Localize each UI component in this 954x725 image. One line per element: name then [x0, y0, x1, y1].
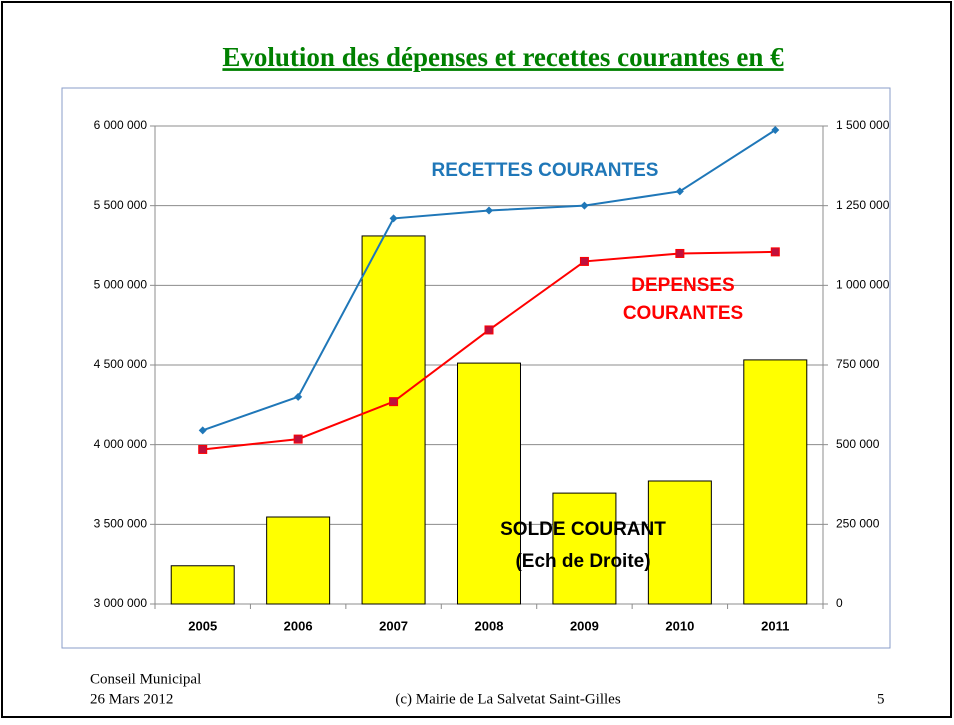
- bar: [170, 565, 235, 605]
- x-tick-label: 2011: [761, 618, 789, 633]
- series-label: RECETTES COURANTES: [431, 160, 659, 181]
- y-tick-label: 3 000 000: [94, 596, 148, 610]
- y-tick-label: 4 000 000: [94, 437, 148, 451]
- marker: [485, 206, 493, 215]
- x-tick-label: 2009: [570, 618, 599, 633]
- y2-tick-label: 250 000: [836, 517, 880, 531]
- y-tick-label: 4 500 000: [94, 357, 148, 371]
- marker: [389, 214, 398, 223]
- bar: [361, 235, 426, 605]
- footer-left: Conseil Municipal: [90, 671, 201, 687]
- x-tick-label: 2006: [284, 618, 313, 633]
- x-tick-label: 2005: [188, 618, 217, 633]
- y2-tick-label: 1 500 000: [836, 118, 890, 132]
- x-tick-label: 2010: [665, 618, 694, 633]
- footer-center: (c) Mairie de La Salvetat Saint-Gilles: [395, 691, 620, 707]
- marker: [293, 434, 303, 444]
- footer-left: 26 Mars 2012: [90, 691, 173, 707]
- y2-tick-label: 750 000: [836, 357, 880, 371]
- bar: [457, 362, 521, 605]
- marker: [198, 426, 207, 435]
- marker: [770, 247, 780, 257]
- bar: [743, 359, 808, 605]
- y2-tick-label: 1 250 000: [836, 198, 890, 212]
- y2-tick-label: 500 000: [836, 437, 880, 451]
- y2-tick-label: 0: [836, 596, 843, 610]
- bar: [647, 480, 712, 605]
- page-number: 5: [877, 691, 885, 707]
- marker: [484, 325, 494, 335]
- y-tick-label: 3 500 000: [94, 517, 148, 531]
- bar: [266, 516, 331, 605]
- x-tick-label: 2007: [379, 618, 408, 633]
- annotation: (Ech de Droite): [515, 551, 651, 572]
- marker: [675, 187, 684, 196]
- y-tick-label: 5 000 000: [94, 278, 148, 292]
- y-tick-label: 6 000 000: [94, 118, 148, 132]
- marker: [771, 125, 780, 134]
- y2-tick-label: 1 000 000: [836, 278, 890, 292]
- chart-frame: [61, 87, 891, 649]
- marker: [580, 201, 589, 210]
- chart-title: Evolution des dépenses et recettes coura…: [222, 42, 784, 72]
- marker: [294, 392, 303, 401]
- bar: [552, 492, 617, 605]
- marker: [675, 248, 685, 258]
- marker: [579, 256, 589, 266]
- x-tick-label: 2008: [475, 618, 504, 633]
- series-label: DEPENSES COURANTES: [622, 275, 744, 324]
- marker: [198, 444, 208, 454]
- series-label: SOLDE COURANT: [500, 519, 666, 540]
- marker: [389, 397, 399, 407]
- y-tick-label: 5 500 000: [94, 198, 148, 212]
